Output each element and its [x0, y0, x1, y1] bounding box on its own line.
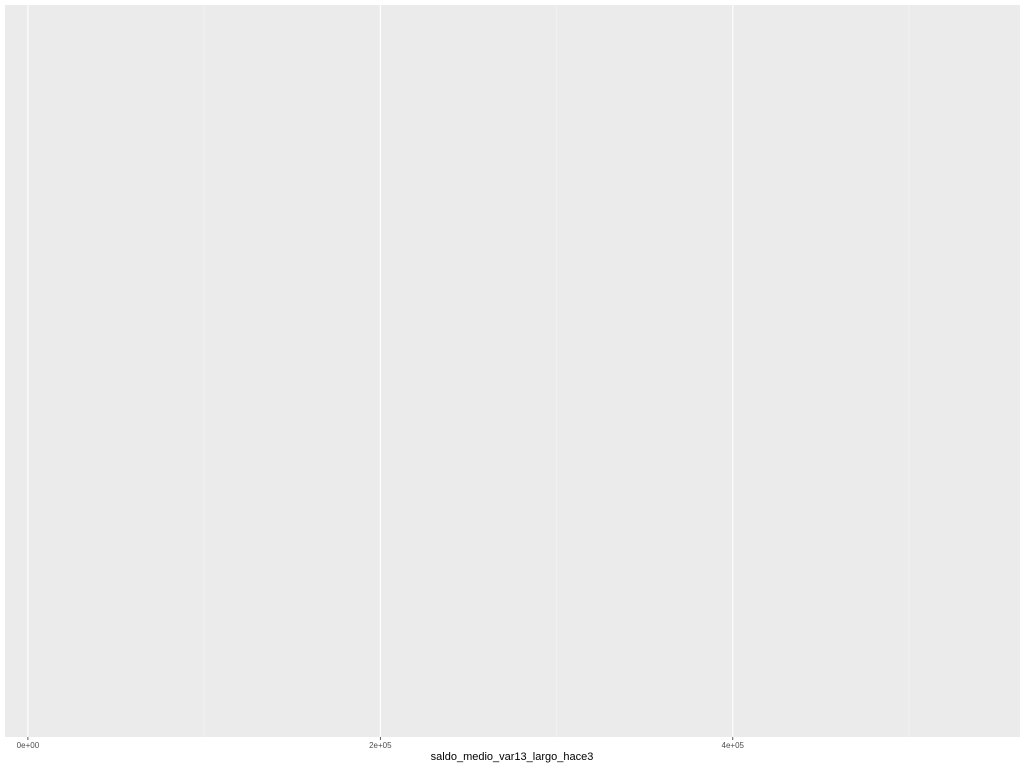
x-tick-label-1: 0e+00: [17, 741, 40, 750]
x-tick-label-2: 2e+05: [369, 741, 392, 750]
minor-grid: [203, 5, 910, 737]
x-axis-title: saldo_medio_var13_largo_hace3: [431, 751, 594, 763]
major-grid: [27, 5, 734, 737]
x-tick-label-3: 4e+05: [722, 741, 745, 750]
plot-panel: [5, 5, 1020, 737]
x-axis-tick-labels: 0e+00 2e+05 4e+05: [17, 741, 745, 750]
x-axis-ticks: [27, 737, 734, 740]
